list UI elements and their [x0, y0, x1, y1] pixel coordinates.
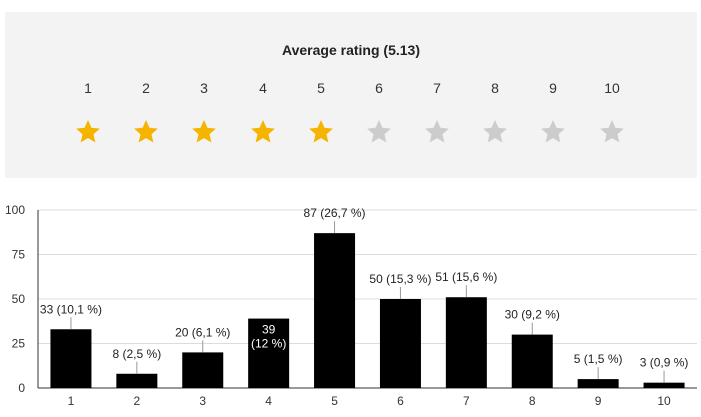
star-icon [309, 120, 333, 143]
rating-number: 3 [200, 80, 208, 96]
bar [314, 233, 356, 388]
y-tick-label: 100 [5, 203, 25, 217]
rating-panel: Average rating (5.13) 1 2 3 4 5 6 7 8 9 10 [5, 12, 697, 178]
bar [577, 379, 619, 388]
x-tick-label: 6 [397, 394, 404, 408]
rating-number: 5 [317, 80, 325, 96]
bar [379, 299, 421, 388]
star-icon [600, 120, 624, 143]
average-rating-title: Average rating (5.13) [282, 42, 420, 58]
x-tick-label: 1 [68, 394, 75, 408]
data-label: 3 (0,9 %) [640, 356, 689, 370]
star-icon [134, 120, 158, 143]
star-icon [192, 120, 216, 143]
data-label: 8 (2,5 %) [113, 347, 162, 361]
star-icon [541, 120, 565, 143]
x-tick-label: 2 [134, 394, 141, 408]
rating-option-2[interactable]: 2 [126, 80, 166, 145]
y-tick-label: 50 [12, 292, 26, 306]
rating-number: 10 [604, 80, 620, 96]
star-icon [425, 120, 449, 143]
data-label: 20 (6,1 %) [175, 325, 230, 339]
rating-option-6[interactable]: 6 [359, 80, 399, 145]
data-label: 30 (9,2 %) [505, 308, 560, 322]
rating-option-9[interactable]: 9 [533, 80, 573, 145]
rating-number: 8 [491, 80, 499, 96]
x-tick-label: 3 [199, 394, 206, 408]
x-tick-label: 10 [657, 394, 671, 408]
rating-number: 4 [259, 80, 267, 96]
y-tick-label: 0 [18, 381, 25, 395]
rating-distribution-chart: 0 25 50 75 100 1 33 (10,1 %) 2 8 (2,5 %) 3 20 (6,1… [0, 190, 701, 412]
bar [643, 382, 685, 388]
bar [511, 334, 553, 388]
y-tick-label: 75 [12, 248, 26, 262]
x-tick-label: 8 [529, 394, 536, 408]
data-label: 87 (26,7 %) [304, 206, 366, 220]
rating-option-4[interactable]: 4 [243, 80, 283, 145]
rating-number: 1 [84, 80, 92, 96]
bar [182, 352, 224, 388]
bar [445, 297, 487, 388]
x-tick-label: 5 [331, 394, 338, 408]
bar [116, 373, 158, 388]
star-icon [251, 120, 275, 143]
rating-option-10[interactable]: 10 [592, 80, 632, 145]
data-label: 51 (15,6 %) [435, 270, 497, 284]
star-icon [76, 120, 100, 143]
x-tick-label: 4 [265, 394, 272, 408]
star-icon [483, 120, 507, 143]
bar [50, 329, 92, 388]
rating-option-3[interactable]: 3 [184, 80, 224, 145]
x-tick-label: 9 [595, 394, 602, 408]
rating-scale: 1 2 3 4 5 6 7 8 9 10 [5, 80, 697, 160]
rating-number: 7 [433, 80, 441, 96]
x-tick-label: 7 [463, 394, 470, 408]
rating-number: 6 [375, 80, 383, 96]
data-label: 33 (10,1 %) [40, 302, 102, 316]
y-tick-label: 25 [12, 337, 26, 351]
rating-option-1[interactable]: 1 [68, 80, 108, 145]
rating-option-5[interactable]: 5 [301, 80, 341, 145]
rating-number: 2 [142, 80, 150, 96]
data-label: 5 (1,5 %) [574, 352, 623, 366]
rating-option-8[interactable]: 8 [475, 80, 515, 145]
rating-number: 9 [549, 80, 557, 96]
rating-option-7[interactable]: 7 [417, 80, 457, 145]
star-icon [367, 120, 391, 143]
data-label: 39 (12 %) [251, 323, 286, 351]
bar [248, 318, 290, 388]
data-label: 50 (15,3 %) [369, 272, 431, 286]
